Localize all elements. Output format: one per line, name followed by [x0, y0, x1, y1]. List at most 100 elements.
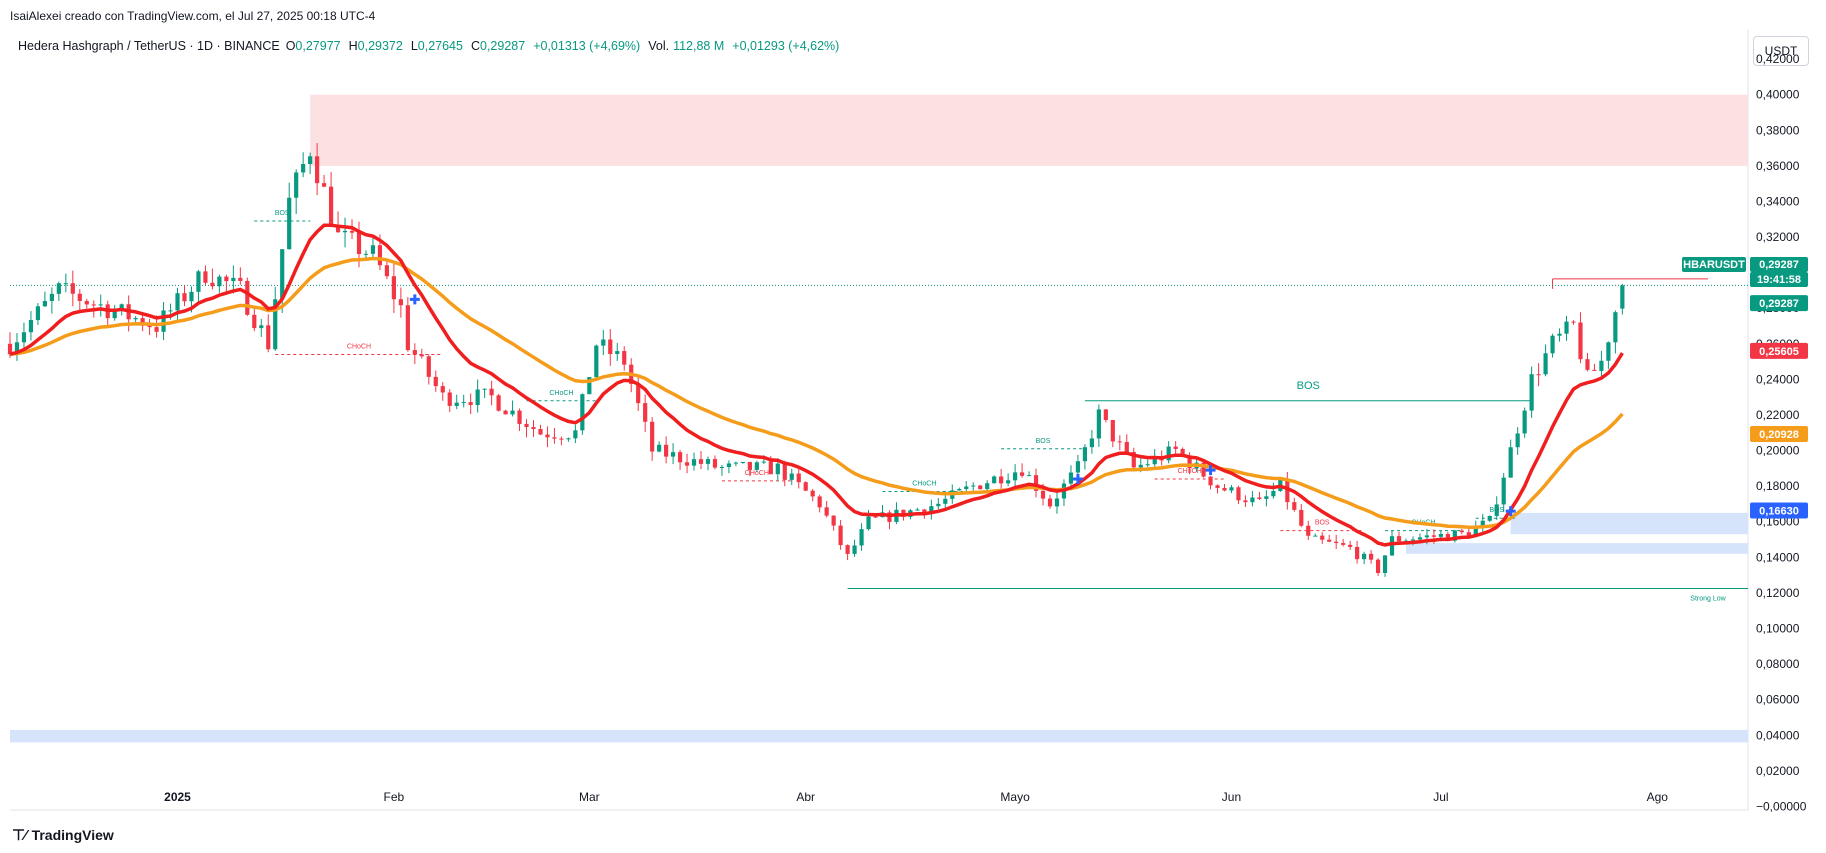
high-value: 0,29372: [357, 39, 403, 53]
candle-body: [356, 232, 362, 255]
candle-body: [1313, 535, 1318, 537]
candle-body: [992, 476, 997, 484]
candle-body: [657, 444, 662, 452]
candle-body: [684, 462, 690, 466]
candle-body: [705, 459, 711, 464]
x-tick-label: Ago: [1647, 790, 1669, 804]
candle-body: [1557, 333, 1562, 336]
candle-body: [489, 388, 494, 396]
candle-body: [266, 325, 271, 350]
candle-body: [929, 506, 934, 514]
candle-body: [824, 507, 829, 516]
candle-body: [1515, 433, 1520, 448]
candle-body: [1215, 485, 1220, 488]
candle-body: [112, 310, 117, 319]
structure-label: Strong Low: [1690, 595, 1726, 602]
candle-body: [84, 300, 89, 305]
candle-body: [308, 156, 313, 164]
candle-body: [1508, 447, 1513, 478]
structure-label: BOS: [275, 210, 290, 217]
candle-body: [196, 271, 201, 292]
zone-supply-0: [310, 94, 1749, 166]
candle-body: [245, 280, 250, 315]
tradingview-logo[interactable]: ⊤⁄ TradingView: [12, 826, 114, 844]
candle-body: [154, 327, 159, 332]
candle-body: [56, 283, 61, 294]
candle-body: [1599, 360, 1604, 371]
price-label-bg: [1750, 257, 1808, 273]
candle-body: [845, 545, 850, 554]
y-tick-label: 0,18000: [1756, 479, 1800, 493]
candle-body: [503, 410, 508, 415]
candle-body: [1166, 446, 1171, 461]
candle-body: [1299, 509, 1304, 526]
candle-body: [447, 392, 452, 406]
price-label-bg: [1750, 272, 1808, 288]
candle-body: [1180, 448, 1185, 456]
candle-body: [1229, 487, 1234, 491]
candle-body: [915, 509, 920, 511]
structure-label: CHoCH: [347, 343, 371, 350]
candle-body: [315, 156, 320, 184]
y-tick-label: 0,32000: [1756, 230, 1800, 244]
candle-body: [650, 421, 655, 452]
candle-body: [1438, 533, 1443, 537]
price-label: 0,29287: [1759, 298, 1799, 310]
candle-body: [775, 463, 780, 475]
candle-body: [14, 342, 20, 355]
ema-slow-line: [9, 256, 1624, 529]
candle-body: [1613, 312, 1618, 343]
candle-body: [77, 293, 82, 301]
candle-body: [259, 325, 264, 329]
candle-body: [1187, 455, 1192, 469]
candle-body: [1040, 490, 1046, 499]
candle-body: [496, 395, 501, 411]
candle-body: [1348, 544, 1353, 547]
y-tick-label: 0,08000: [1756, 657, 1800, 671]
candle-body: [189, 291, 194, 302]
candle-body: [1131, 451, 1136, 468]
candle-body: [384, 265, 390, 277]
candle-body: [936, 503, 941, 507]
symbol-name[interactable]: Hedera Hashgraph / TetherUS · 1D · BINAN…: [18, 39, 280, 53]
candle-body: [42, 300, 47, 307]
candle-body: [1068, 472, 1074, 484]
candle-body: [119, 304, 124, 311]
candle-body: [210, 282, 215, 287]
candle-body: [468, 402, 473, 406]
price-label-bg: [1750, 342, 1808, 359]
candle-body: [670, 452, 676, 457]
candle-body: [1033, 475, 1039, 491]
candle-body: [28, 319, 34, 333]
candle-body: [98, 304, 103, 306]
candle-body: [238, 277, 243, 281]
y-tick-label: 0,34000: [1756, 194, 1800, 208]
candle-body: [335, 225, 341, 233]
close-value: 0,29287: [480, 39, 526, 53]
candle-body: [1103, 409, 1108, 421]
candle-body: [1285, 479, 1290, 503]
price-label: 0,20928: [1759, 429, 1799, 441]
candle-body: [852, 545, 857, 554]
low-label: L: [410, 39, 418, 53]
candle-body: [733, 462, 739, 464]
price-label-bg: [1750, 426, 1808, 443]
zone-demand-3: [10, 729, 1748, 743]
open-label: O: [285, 39, 296, 53]
currency-button[interactable]: USDT: [1753, 36, 1809, 66]
candle-body: [838, 525, 843, 546]
volume-label: Vol.: [648, 39, 670, 53]
candle-body: [475, 389, 480, 406]
candle-body: [985, 483, 990, 490]
candle-body: [594, 345, 599, 378]
candle-body: [454, 402, 459, 406]
change-value: +0,01313 (+4,69%): [533, 39, 641, 53]
candle-body: [342, 230, 348, 233]
candle-body: [273, 299, 278, 350]
x-tick-label: Mayo: [1000, 790, 1030, 804]
crossover-marker: [1072, 474, 1083, 485]
close-label: C: [470, 39, 480, 53]
price-label: HBARUSDT: [1683, 259, 1745, 271]
candle-body: [1243, 500, 1248, 503]
